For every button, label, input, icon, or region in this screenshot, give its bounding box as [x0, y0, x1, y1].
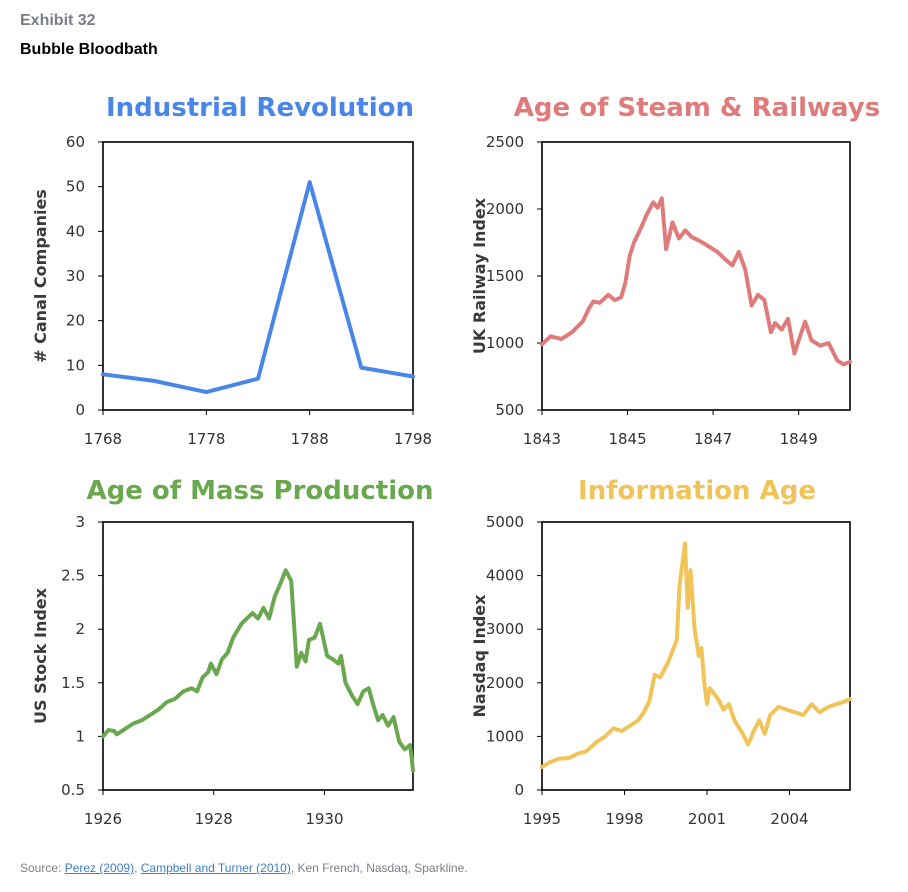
y-tick-label: 3000 — [486, 620, 524, 638]
x-tick-label: 1995 — [523, 810, 561, 828]
exhibit-label: Exhibit 32 — [20, 12, 96, 29]
y-tick-label: 4000 — [486, 567, 524, 585]
y-tick-label: 2500 — [486, 133, 524, 151]
source-sep: , — [134, 861, 141, 875]
source-link-campbell-turner[interactable]: Campbell and Turner (2010) — [140, 861, 291, 875]
exhibit-title: Bubble Bloodbath — [20, 41, 158, 58]
plot-frame — [102, 521, 414, 791]
chart-3: Age of Mass Production 0.5 1 1.5 2 2.5 3 1926 19… — [31, 476, 434, 828]
x-tick-label: 1798 — [394, 430, 432, 448]
y-tick-label: 2 — [75, 620, 85, 638]
x-tick-label: 2001 — [688, 810, 726, 828]
y-tick-label: 1000 — [486, 334, 524, 352]
y-axis-label: # Canal Companies — [31, 189, 50, 363]
series-line — [540, 541, 852, 769]
source-link-perez[interactable]: Perez (2009) — [64, 861, 135, 875]
chart-4: Information Age 0 1000 2000 3000 4000 5000 1995… — [470, 476, 852, 828]
x-tick-label: 1778 — [187, 430, 225, 448]
chart-2: Age of Steam & Railways 500 1000 1500 2000 25… — [470, 93, 880, 448]
x-tick-label: 1928 — [195, 810, 233, 828]
chart-title: Age of Mass Production — [86, 476, 433, 506]
y-tick-label: 3 — [75, 513, 85, 531]
y-tick-label: 40 — [66, 222, 85, 240]
y-tick-label: 2000 — [486, 200, 524, 218]
y-tick-label: 1000 — [486, 727, 524, 745]
y-tick-label: 2000 — [486, 674, 524, 692]
y-tick-label: 0 — [514, 781, 524, 799]
x-tick-label: 2004 — [770, 810, 808, 828]
y-tick-label: 60 — [66, 133, 85, 151]
y-tick-label: 1.5 — [61, 674, 85, 692]
plot-frame — [541, 141, 851, 411]
chart-title: Industrial Revolution — [106, 93, 414, 123]
x-tick-label: 1926 — [84, 810, 122, 828]
y-tick-label: 0.5 — [61, 781, 85, 799]
y-tick-label: 50 — [66, 178, 85, 196]
y-tick-label: 0 — [75, 401, 85, 419]
y-axis-label: Nasdaq Index — [470, 594, 489, 718]
y-tick-label: 500 — [495, 401, 524, 419]
plot-frame — [541, 521, 851, 791]
x-tick-label: 1768 — [84, 430, 122, 448]
y-tick-label: 1 — [75, 727, 85, 745]
source-prefix: Source: — [20, 861, 65, 875]
chart-title: Age of Steam & Railways — [514, 93, 880, 123]
x-tick-label: 1998 — [605, 810, 643, 828]
series-line — [540, 196, 852, 367]
y-axis-label: US Stock Index — [31, 587, 50, 724]
series-line — [101, 180, 415, 395]
chart-title: Information Age — [578, 476, 816, 506]
chart-1: Industrial Revolution 0 10 20 30 40 50 60 1768 17… — [31, 93, 432, 448]
y-tick-label: 10 — [66, 356, 85, 374]
y-tick-label: 30 — [66, 267, 85, 285]
series-line — [101, 568, 415, 773]
y-tick-label: 1500 — [486, 267, 524, 285]
x-tick-label: 1930 — [305, 810, 343, 828]
y-tick-label: 5000 — [486, 513, 524, 531]
y-axis-label: UK Railway Index — [470, 197, 489, 354]
x-tick-label: 1847 — [694, 430, 732, 448]
x-tick-label: 1788 — [291, 430, 329, 448]
x-tick-label: 1843 — [523, 430, 561, 448]
x-tick-label: 1845 — [608, 430, 646, 448]
source-note: Source: Perez (2009), Campbell and Turne… — [20, 861, 468, 875]
source-rest: , Ken French, Nasdaq, Sparkline. — [290, 861, 468, 875]
x-tick-label: 1849 — [780, 430, 818, 448]
y-tick-label: 2.5 — [61, 567, 85, 585]
y-tick-label: 20 — [66, 312, 85, 330]
